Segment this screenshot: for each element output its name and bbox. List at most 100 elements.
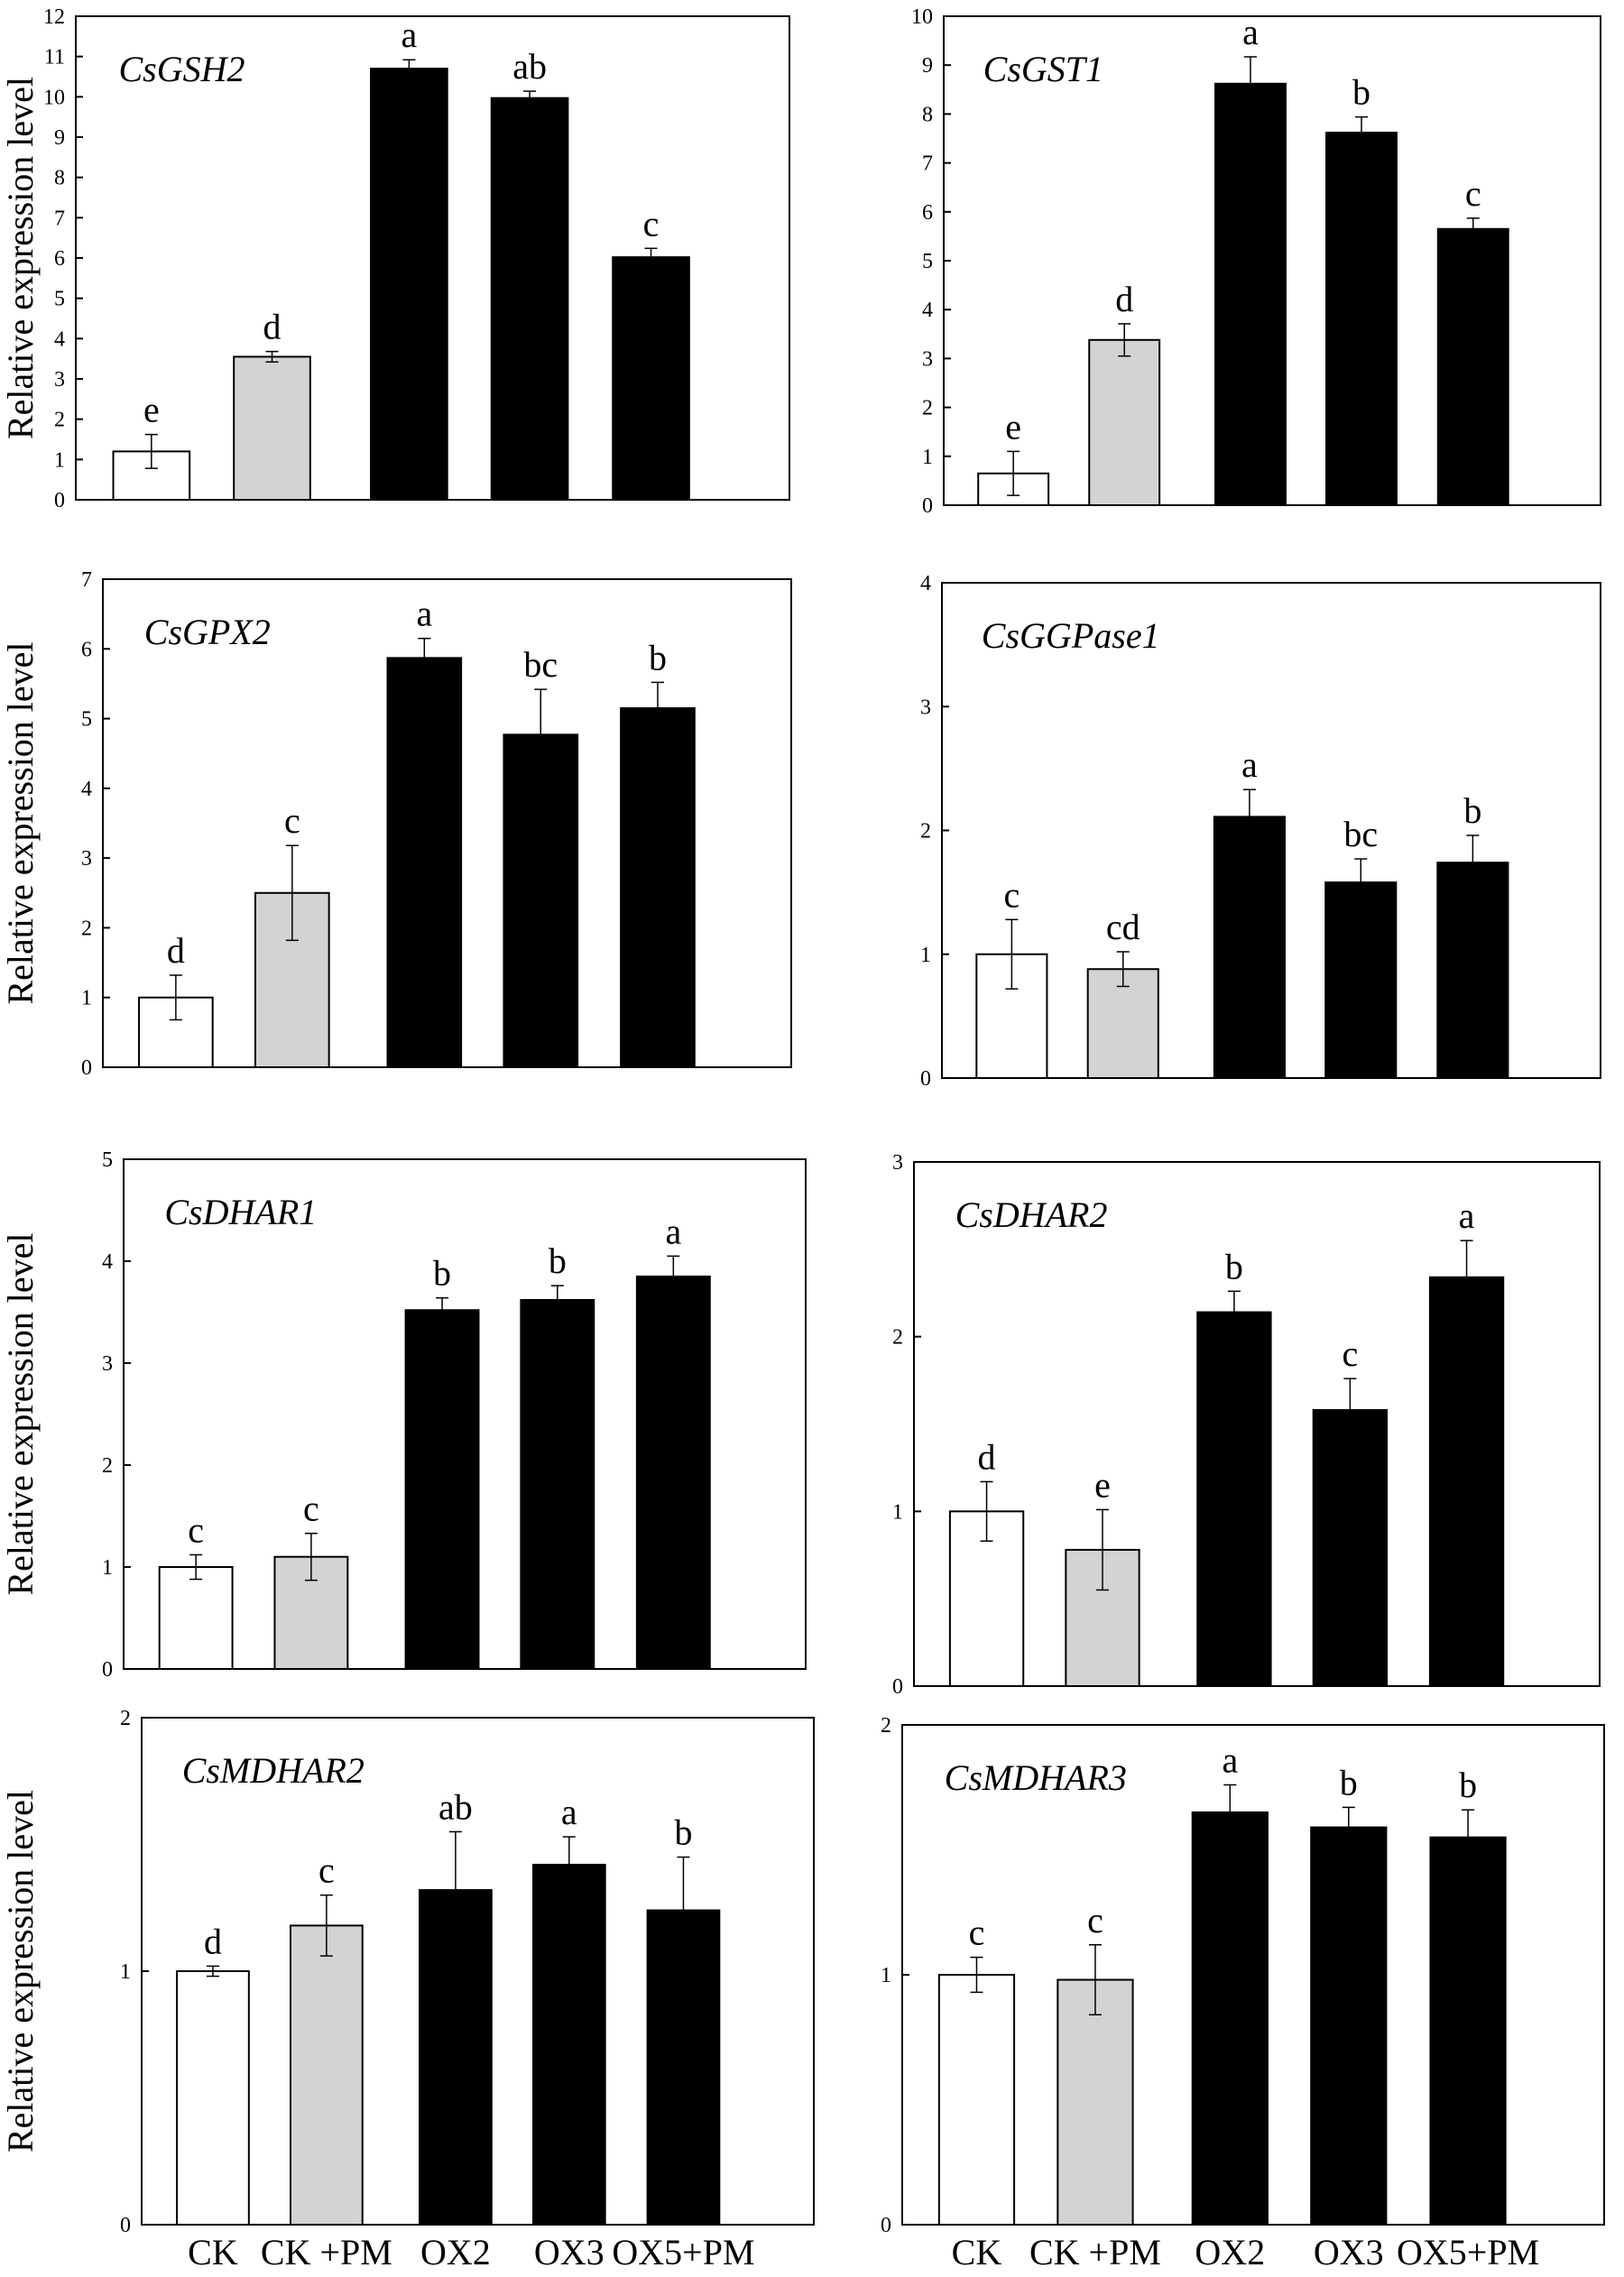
significance-letter: a [1222,1739,1238,1780]
significance-letter: c [1003,874,1020,915]
significance-letter: bc [523,644,558,685]
significance-letter: b [1352,72,1370,113]
significance-letter: b [1340,1762,1358,1802]
bar-OX3 [1324,881,1398,1080]
significance-letter: a [561,1792,577,1832]
y-tick-label: 1 [54,448,65,472]
x-tick-label-CK: CK [188,2232,238,2272]
y-tick-label: 9 [54,126,65,150]
bar-OX2 [370,68,448,501]
y-tick-label: 3 [892,1151,903,1175]
significance-letter: a [401,14,418,55]
significance-letter: a [665,1211,681,1251]
significance-letter: b [1463,790,1481,831]
y-tick-label: 6 [922,201,933,225]
y-tick-label: 8 [922,103,933,126]
y-tick-label: 9 [922,54,933,78]
y-tick-label: 6 [54,247,65,271]
bar-OX5+PM [1428,1276,1505,1687]
significance-letter: c [1465,173,1481,214]
significance-letter: a [416,594,432,634]
y-tick-label: 1 [920,944,931,967]
y-tick-label: 1 [922,446,933,469]
significance-letter: b [549,1240,567,1281]
gene-label: CsGSH2 [118,49,245,89]
bar-CK +PM [1057,1978,1134,2226]
bar-OX5+PM [620,706,696,1068]
bar-OX2 [1196,1311,1272,1687]
y-tick-label: 1 [102,1556,113,1580]
bar-OX5+PM [1436,227,1509,507]
gene-label: CsGPX2 [144,612,271,652]
y-tick-label: 10 [911,5,933,29]
y-tick-label: 4 [922,299,933,322]
bar-OX3 [1325,131,1398,506]
chart-panel-CsGPX2: 0 1 2 3 4 5 6 7 CsGPX2 Relative expression level d… [0,568,792,1080]
significance-letter: a [1459,1195,1475,1236]
y-tick-label: 2 [922,397,933,420]
y-tick-label: 2 [54,409,65,432]
bar-OX5+PM [1436,862,1509,1079]
y-tick-label: 0 [920,1067,931,1091]
x-tick-label-CK +PM: CK +PM [261,2232,392,2272]
gene-label: CsMDHAR3 [945,1757,1127,1798]
y-tick-label: 8 [54,167,65,190]
significance-letter: c [1087,1900,1103,1941]
x-tick-label-OX3: OX3 [534,2232,604,2272]
y-tick-label: 10 [43,86,65,109]
y-tick-label: 2 [120,1707,131,1730]
significance-letter: c [318,1850,335,1891]
y-axis-label: Relative expression level [0,1790,41,2153]
bar-OX2 [1214,82,1287,507]
bar-CK +PM [290,1924,364,2226]
x-tick-label-CK +PM: CK +PM [1029,2232,1161,2272]
significance-letter: bc [1343,814,1378,854]
x-tick-label-OX2: OX2 [1195,2232,1265,2272]
y-tick-label: 5 [922,250,933,273]
bar-CK [176,1970,250,2226]
bar-OX2 [1191,1811,1269,2226]
y-tick-label: 3 [81,847,92,871]
significance-letter: e [143,390,160,430]
significance-letter: c [188,1509,204,1550]
y-tick-label: 2 [81,917,92,940]
gene-label: CsGST1 [983,49,1103,89]
bar-OX3 [503,733,579,1069]
y-tick-label: 4 [920,572,931,595]
y-tick-label: 3 [54,368,65,392]
significance-letter: b [1225,1246,1243,1286]
gene-label: CsGGPase1 [982,615,1160,656]
significance-letter: ab [512,46,547,87]
significance-letter: c [1342,1333,1358,1374]
y-tick-label: 2 [881,1714,891,1738]
chart-panel-CsGST1: 0 1 2 3 4 5 6 7 8 9 10 CsGST1 e d a b c [911,5,1601,518]
y-tick-label: 2 [892,1326,903,1350]
bar-OX3 [1310,1826,1388,2226]
bar-CK +PM [233,355,311,501]
y-tick-label: 0 [120,2214,131,2237]
y-axis-label: Relative expression level [0,1232,41,1595]
y-tick-label: 1 [892,1500,903,1524]
x-tick-label-OX2: OX2 [420,2232,491,2272]
y-tick-label: 0 [881,2214,891,2237]
significance-letter: d [167,930,185,971]
y-tick-label: 1 [881,1964,891,1987]
bar-OX5+PM [1429,1836,1507,2226]
y-tick-label: 7 [922,152,933,176]
bar-CK [937,1974,1016,2226]
significance-letter: b [674,1812,692,1853]
chart-panel-CsMDHAR3: 0 1 2 CsMDHAR3 c c a b b [881,1714,1605,2237]
y-tick-label: 1 [81,987,92,1010]
bar-OX2 [404,1309,480,1670]
bar-OX3 [1312,1409,1389,1688]
chart-panel-CsGGPase1: 0 1 2 3 4 CsGGPase1 c cd a bc b [920,572,1601,1091]
x-tick-label-CK: CK [952,2232,1002,2272]
y-tick-label: 6 [81,638,92,661]
y-tick-label: 4 [102,1250,113,1274]
y-tick-label: 3 [920,696,931,719]
bar-OX3 [490,97,569,501]
significance-letter: c [284,800,300,841]
y-tick-label: 0 [892,1675,903,1699]
significance-letter: a [1242,12,1259,52]
